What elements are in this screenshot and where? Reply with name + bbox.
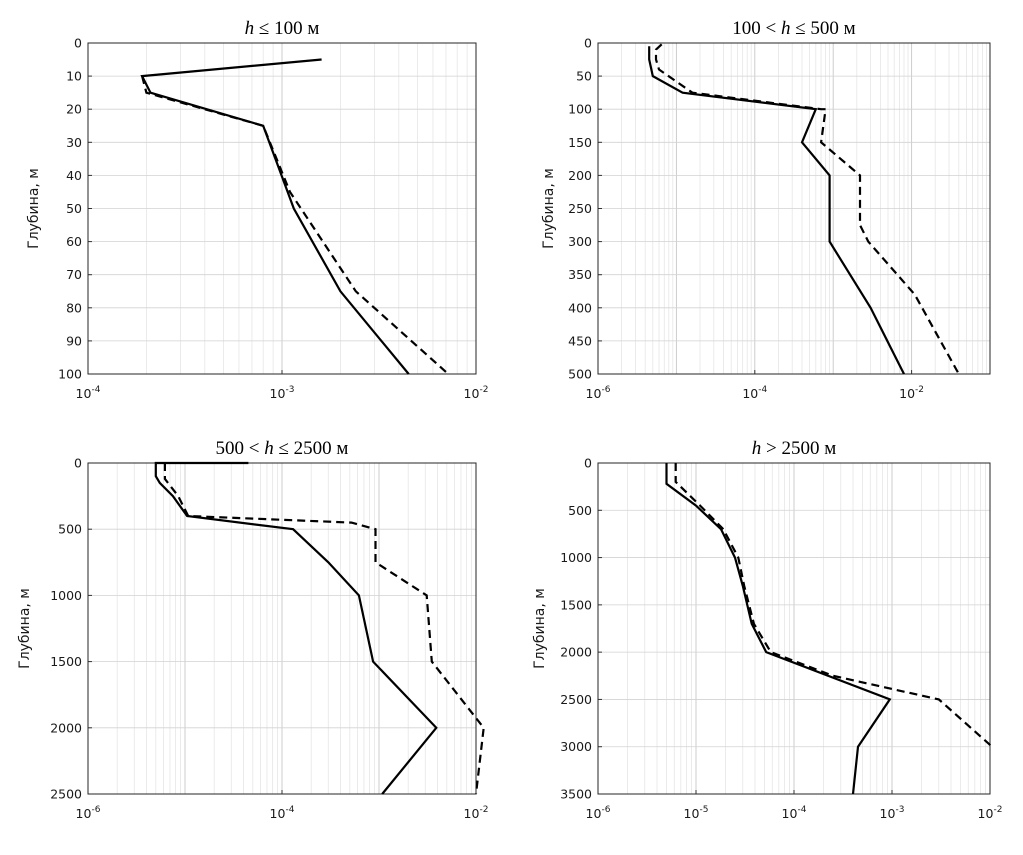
y-tick-label: 350 [568, 267, 592, 282]
y-tick-label: 100 [58, 367, 82, 382]
x-tick-label: 10-4 [742, 385, 767, 401]
y-tick-label: 50 [66, 201, 82, 216]
y-tick-label: 40 [66, 168, 82, 183]
y-tick-label: 20 [66, 102, 82, 117]
y-tick-label: 70 [66, 267, 82, 282]
y-tick-label: 80 [66, 300, 82, 315]
y-tick-label: 0 [584, 36, 592, 51]
x-tick-label: 10-6 [586, 385, 611, 401]
y-tick-label: 2500 [560, 692, 592, 707]
x-tick-label: 10-2 [978, 805, 1003, 821]
y-tick-label: 90 [66, 333, 82, 348]
y-tick-label: 30 [66, 135, 82, 150]
x-tick-label: 10-2 [464, 805, 489, 821]
y-tick-label: 2500 [50, 787, 82, 802]
series-line-dashed [163, 463, 485, 795]
y-tick-label: 50 [576, 69, 592, 84]
axes-frame [597, 462, 991, 795]
y-tick-label: 400 [568, 300, 592, 315]
series-line-dashed [674, 463, 993, 748]
x-tick-label: 10-4 [782, 805, 807, 821]
y-tick-label: 1500 [560, 597, 592, 612]
axes-frame [87, 462, 477, 795]
chart-title: 100 < h ≤ 500 м [732, 18, 855, 39]
y-tick-label: 150 [568, 135, 592, 150]
chart-panel-4: 0 500 1000 1500 2000 2500 3000 3500 10-6 10-5 10-4… [532, 438, 1002, 821]
chart-panel-2: 0 50 100 150 200 250 300 350 400 450 500 10-6 10-4 10… [541, 18, 991, 401]
y-tick-label: 3000 [560, 739, 592, 754]
y-tick-label: 2000 [50, 720, 82, 735]
x-tick-label: 10-3 [880, 805, 905, 821]
x-tick-label: 10-5 [684, 805, 709, 821]
y-tick-label: 0 [74, 36, 82, 51]
y-tick-label: 1000 [50, 588, 82, 603]
x-tick-label: 10-6 [586, 805, 611, 821]
y-tick-label: 10 [66, 69, 82, 84]
series-line-solid [140, 58, 410, 375]
y-axis-label: Глубина, м [17, 588, 33, 669]
x-tick-label: 10-3 [270, 385, 295, 401]
y-tick-label: 500 [58, 522, 82, 537]
series-line-solid [665, 463, 892, 795]
x-tick-label: 10-4 [76, 385, 101, 401]
y-tick-label: 200 [568, 168, 592, 183]
chart-title: h > 2500 м [752, 438, 837, 459]
y-axis-label: Глубина, м [532, 588, 548, 669]
axes-frame [597, 42, 991, 375]
chart-title: 500 < h ≤ 2500 м [216, 438, 349, 459]
y-tick-label: 60 [66, 234, 82, 249]
y-tick-label: 500 [568, 367, 592, 382]
x-tick-label: 10-6 [76, 805, 101, 821]
series-line-solid [648, 46, 905, 375]
y-tick-label: 0 [584, 456, 592, 471]
y-tick-label: 300 [568, 234, 592, 249]
x-tick-label: 10-2 [899, 385, 924, 401]
y-tick-label: 0 [74, 456, 82, 471]
series-line-solid [154, 461, 438, 795]
y-tick-label: 500 [568, 503, 592, 518]
x-tick-label: 10-4 [270, 805, 295, 821]
x-tick-label: 10-2 [464, 385, 489, 401]
y-tick-label: 250 [568, 201, 592, 216]
y-tick-label: 1000 [560, 550, 592, 565]
y-tick-label: 450 [568, 333, 592, 348]
chart-panel-3: 0 500 1000 1500 2000 2500 10-6 10-4 10-2 500 < h … [17, 438, 488, 821]
chart-panel-1: 0 10 20 30 40 50 60 70 80 90 100 10-4 10-3 10-2 h ≤ 10… [26, 18, 488, 401]
y-axis-label: Глубина, м [26, 168, 42, 249]
y-tick-label: 2000 [560, 645, 592, 660]
series-line-dashed [141, 75, 450, 375]
series-line-dashed [654, 43, 960, 375]
y-tick-label: 3500 [560, 787, 592, 802]
axes-frame [87, 42, 477, 375]
y-tick-label: 1500 [50, 654, 82, 669]
chart-title: h ≤ 100 м [245, 18, 320, 39]
y-tick-label: 100 [568, 102, 592, 117]
y-axis-label: Глубина, м [541, 168, 557, 249]
